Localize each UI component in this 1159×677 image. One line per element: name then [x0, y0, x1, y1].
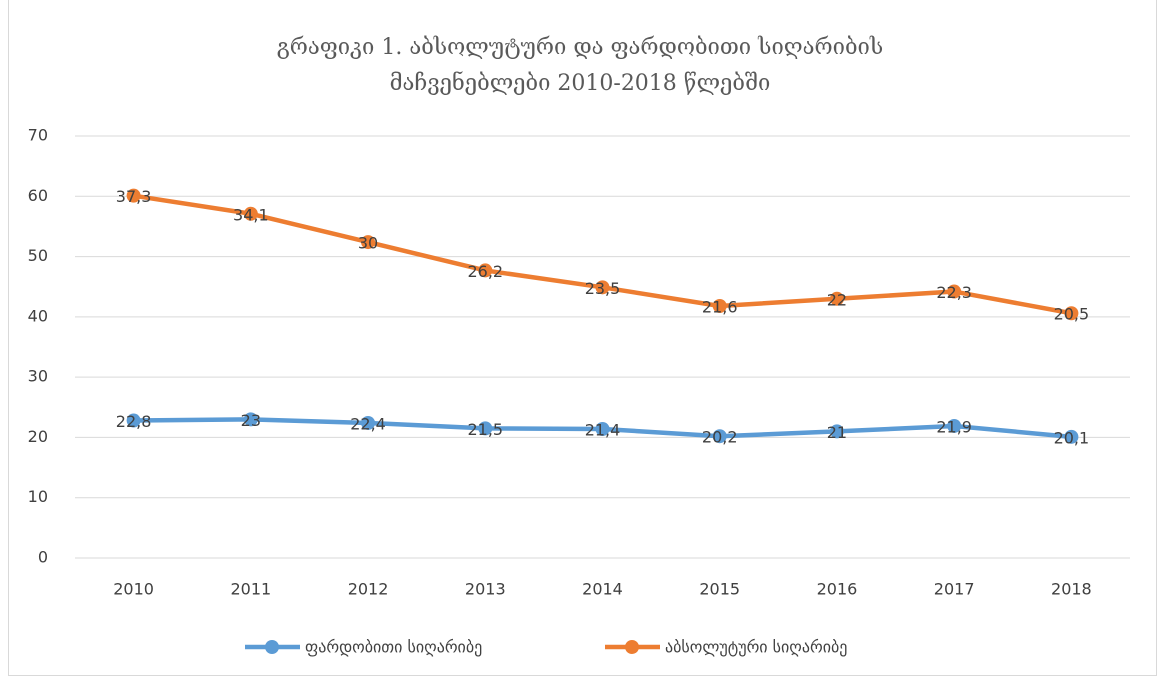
x-tick-label: 2012 — [348, 580, 389, 599]
data-point — [126, 413, 141, 428]
data-label: 34,1 — [233, 205, 269, 224]
y-tick-label: 70 — [28, 126, 48, 145]
data-point — [361, 235, 376, 250]
data-label: 20,1 — [1054, 428, 1090, 447]
x-tick-label: 2014 — [582, 580, 623, 599]
y-tick-label: 30 — [28, 367, 48, 386]
data-point — [712, 429, 727, 444]
legend-marker — [625, 640, 639, 654]
data-point — [243, 412, 258, 427]
data-label: 23,5 — [585, 279, 621, 298]
data-point — [126, 188, 141, 203]
x-tick-label: 2016 — [817, 580, 858, 599]
data-label: 37,3 — [116, 187, 152, 206]
data-point — [478, 421, 493, 436]
data-label: 23 — [241, 411, 261, 430]
y-tick-label: 0 — [38, 548, 48, 567]
data-point — [829, 291, 844, 306]
y-tick-label: 40 — [28, 306, 48, 325]
data-label: 21 — [827, 423, 847, 442]
data-label: 22,3 — [936, 283, 972, 302]
data-point — [1064, 306, 1079, 321]
x-tick-label: 2017 — [934, 580, 975, 599]
data-label: 21,5 — [467, 420, 503, 439]
legend-label: ფარდობითი სიღარიბე — [305, 638, 482, 657]
data-point — [478, 263, 493, 278]
data-label: 20,2 — [702, 428, 738, 447]
data-point — [947, 284, 962, 299]
data-label: 22,4 — [350, 414, 386, 433]
x-tick-label: 2010 — [113, 580, 154, 599]
data-point — [243, 206, 258, 221]
y-tick-label: 50 — [28, 246, 48, 265]
data-point — [595, 280, 610, 295]
chart-title: გრაფიკი 1. აბსოლუტური და ფარდობითი სიღარ… — [276, 35, 884, 96]
x-tick-label: 2011 — [230, 580, 271, 599]
data-label: 30 — [358, 234, 378, 253]
data-label: 22,8 — [116, 412, 152, 431]
chart-frame — [8, 0, 1157, 676]
data-point — [595, 421, 610, 436]
data-label: 26,2 — [467, 262, 503, 281]
y-tick-label: 20 — [28, 427, 48, 446]
y-tick-label: 10 — [28, 487, 48, 506]
x-tick-label: 2013 — [465, 580, 506, 599]
x-tick-label: 2015 — [699, 580, 740, 599]
data-label: 21,9 — [936, 417, 972, 436]
data-label: 21,6 — [702, 298, 738, 317]
data-label: 22 — [827, 290, 847, 309]
legend-label: აბსოლუტური სიღარიბე — [665, 638, 847, 657]
data-point — [1064, 429, 1079, 444]
legend-marker — [265, 640, 279, 654]
x-tick-label: 2018 — [1051, 580, 1092, 599]
data-point — [361, 415, 376, 430]
data-label: 21,4 — [585, 420, 621, 439]
data-label: 20,5 — [1054, 305, 1090, 324]
data-point — [829, 424, 844, 439]
data-point — [712, 299, 727, 314]
data-point — [947, 418, 962, 433]
y-tick-label: 60 — [28, 186, 48, 205]
